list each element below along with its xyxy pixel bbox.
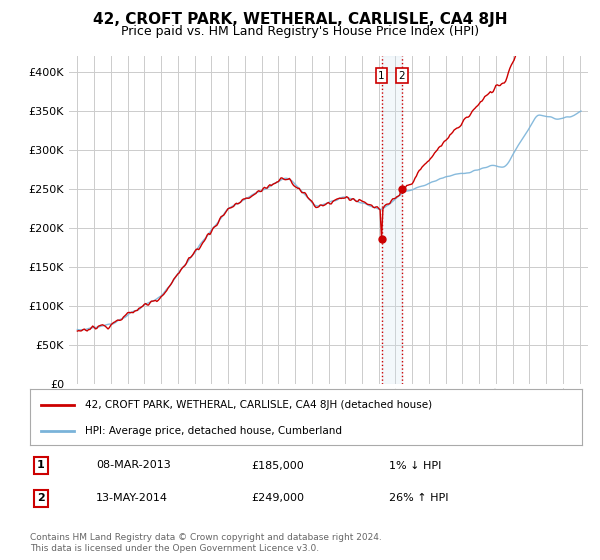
Text: £185,000: £185,000 xyxy=(251,460,304,470)
Text: 1: 1 xyxy=(378,71,385,81)
Text: 1: 1 xyxy=(37,460,45,470)
Text: 2: 2 xyxy=(398,71,405,81)
Text: Price paid vs. HM Land Registry's House Price Index (HPI): Price paid vs. HM Land Registry's House … xyxy=(121,25,479,38)
Text: Contains HM Land Registry data © Crown copyright and database right 2024.
This d: Contains HM Land Registry data © Crown c… xyxy=(30,533,382,553)
Text: 42, CROFT PARK, WETHERAL, CARLISLE, CA4 8JH (detached house): 42, CROFT PARK, WETHERAL, CARLISLE, CA4 … xyxy=(85,400,433,410)
Bar xyxy=(382,56,401,384)
Text: HPI: Average price, detached house, Cumberland: HPI: Average price, detached house, Cumb… xyxy=(85,426,342,436)
Text: 26% ↑ HPI: 26% ↑ HPI xyxy=(389,493,448,503)
Text: 1% ↓ HPI: 1% ↓ HPI xyxy=(389,460,441,470)
Text: 13-MAY-2014: 13-MAY-2014 xyxy=(96,493,168,503)
Text: £249,000: £249,000 xyxy=(251,493,304,503)
Text: 2: 2 xyxy=(37,493,45,503)
Text: 42, CROFT PARK, WETHERAL, CARLISLE, CA4 8JH: 42, CROFT PARK, WETHERAL, CARLISLE, CA4 … xyxy=(93,12,507,27)
Text: 08-MAR-2013: 08-MAR-2013 xyxy=(96,460,171,470)
